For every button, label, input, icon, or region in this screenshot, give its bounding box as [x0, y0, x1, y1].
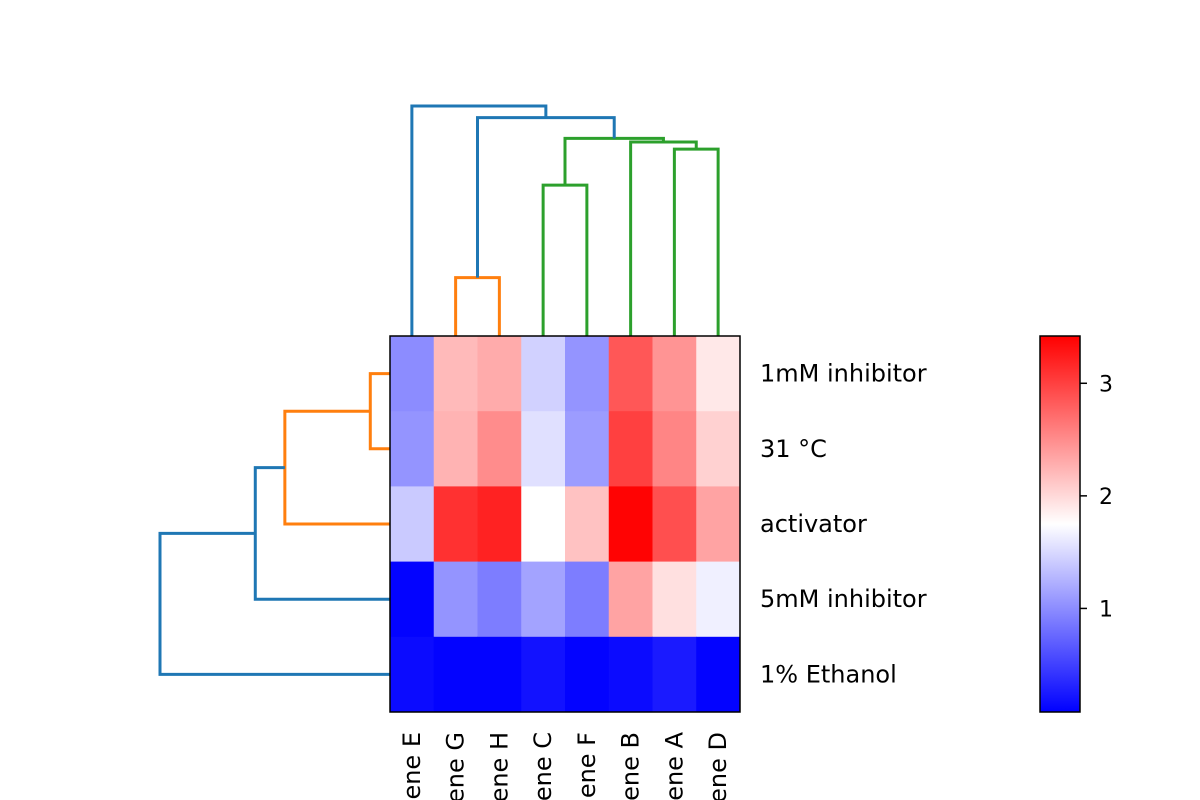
heatmap-cell [565, 561, 610, 638]
row-dendrogram-link [283, 409, 390, 526]
heatmap-cell [696, 411, 741, 487]
column-label: Gene F [573, 732, 601, 800]
column-dendrogram-link [563, 136, 665, 186]
heatmap-cell [477, 486, 522, 563]
heatmap-frame [389, 335, 741, 713]
heatmap-cell [565, 411, 610, 487]
column-dendrogram-link [541, 183, 589, 336]
row-labels: 1mM inhibitor 31 °C activator 5mM inhibitor… [760, 360, 927, 689]
heatmap-cell [477, 636, 522, 713]
heatmap-cell [521, 411, 566, 487]
colorbar-tick-label: 2 [1099, 485, 1113, 510]
column-label: Gene E [398, 732, 426, 800]
heatmap-cell [608, 636, 653, 713]
heatmap-cell [652, 336, 697, 412]
heatmap-cell [696, 336, 741, 412]
heatmap-cell [565, 486, 610, 563]
heatmap-cell [477, 411, 522, 487]
column-label: Gene B [617, 732, 645, 800]
row-dendrogram-link [253, 466, 390, 601]
column-dendrogram-link [410, 104, 548, 336]
row-dendrogram-link [158, 531, 390, 676]
colorbar-tick-label: 3 [1099, 372, 1113, 397]
column-dendrogram [410, 104, 720, 336]
heatmap-cell [433, 561, 478, 638]
row-dendrogram-link [368, 372, 390, 451]
column-dendrogram-link [476, 116, 616, 278]
heatmap-cell [521, 636, 566, 713]
heatmap-cell [608, 336, 653, 412]
colorbar-ticks: 1 2 3 [1080, 372, 1113, 622]
column-label: Gene G [442, 732, 470, 800]
heatmap-cell [477, 561, 522, 638]
heatmap-cell [390, 636, 435, 713]
colorbar-tick-label: 1 [1099, 597, 1113, 622]
heatmap-cell [390, 411, 435, 487]
row-label: 5mM inhibitor [760, 585, 927, 613]
column-label: Gene C [529, 732, 557, 800]
row-label: 1mM inhibitor [760, 360, 927, 388]
heatmap-cell [696, 636, 741, 713]
heatmap-cell [608, 411, 653, 487]
column-label: Gene A [660, 731, 688, 800]
heatmap-cell [433, 486, 478, 563]
row-label: 1% Ethanol [760, 660, 897, 688]
column-labels: Gene E Gene G Gene H Gene C Gene F Gene B Gene… [398, 731, 732, 800]
row-label: activator [760, 510, 867, 538]
column-dendrogram-link [629, 140, 698, 336]
colorbar [1039, 335, 1081, 713]
heatmap-cell [696, 486, 741, 563]
row-dendrogram [158, 372, 390, 676]
column-dendrogram-link [454, 276, 501, 336]
heatmap-cell [390, 486, 435, 563]
heatmap-cell [477, 336, 522, 412]
heatmap-cell [390, 336, 435, 412]
heatmap-cell [433, 636, 478, 713]
heatmap-cell [652, 411, 697, 487]
heatmap-cell [652, 636, 697, 713]
heatmap-cell [433, 336, 478, 412]
heatmap-grid [390, 336, 741, 713]
row-label: 31 °C [760, 435, 827, 463]
heatmap-cell [390, 561, 435, 638]
heatmap-cell [433, 411, 478, 487]
heatmap-cell [696, 561, 741, 638]
heatmap-cell [608, 561, 653, 638]
heatmap-cell [565, 336, 610, 412]
column-dendrogram-link [672, 147, 720, 336]
heatmap-cell [521, 561, 566, 638]
heatmap-cell [608, 486, 653, 563]
column-label: Gene H [485, 732, 513, 800]
heatmap-cell [565, 636, 610, 713]
heatmap-cell [521, 486, 566, 563]
column-label: Gene D [704, 732, 732, 800]
heatmap-cell [652, 561, 697, 638]
heatmap-cell [521, 336, 566, 412]
heatmap-cell [652, 486, 697, 563]
